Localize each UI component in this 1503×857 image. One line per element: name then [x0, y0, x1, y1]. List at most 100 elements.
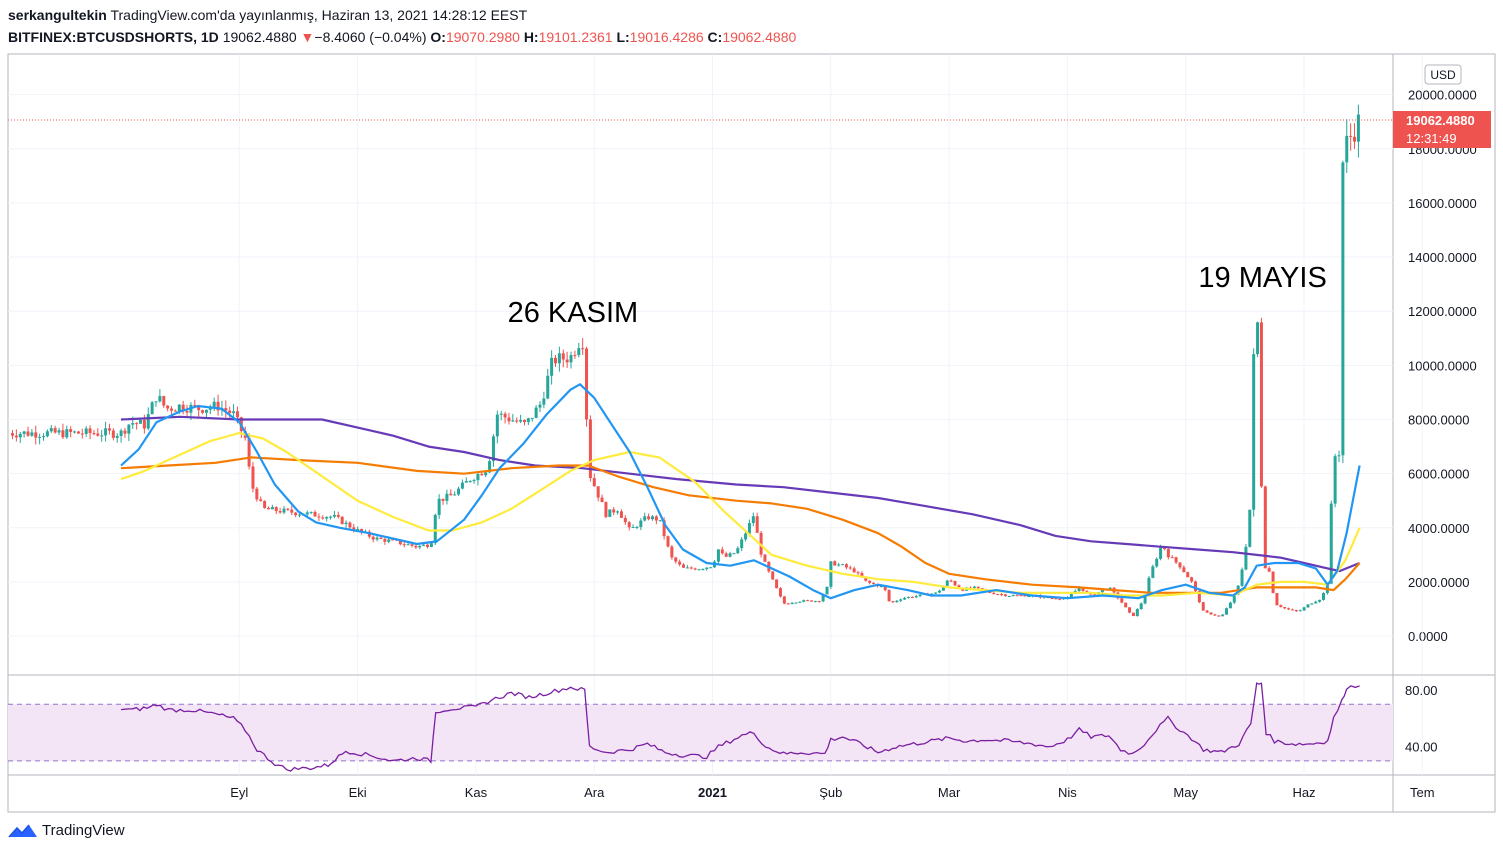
- candle-body: [716, 549, 720, 562]
- candle-body: [616, 511, 620, 513]
- candle-body: [519, 420, 523, 422]
- candle-body: [810, 600, 814, 602]
- candle-body: [119, 430, 123, 436]
- candle-body: [1159, 547, 1163, 559]
- candle-body: [573, 355, 577, 357]
- y-tick-label: 4000.0000: [1408, 521, 1469, 536]
- x-tick-label: Kas: [465, 785, 488, 800]
- candle-body: [972, 586, 976, 588]
- candle-body: [216, 401, 220, 411]
- candle-body: [107, 428, 111, 431]
- candle-body: [883, 586, 887, 591]
- candle-body: [154, 401, 158, 403]
- candle-body: [755, 516, 759, 533]
- candle-body: [503, 413, 507, 418]
- candle-body: [429, 543, 433, 547]
- candle-body: [581, 348, 585, 350]
- candle-body: [1294, 610, 1298, 612]
- candle-body: [941, 585, 945, 591]
- candle-body: [26, 431, 30, 436]
- candle-body: [685, 567, 689, 569]
- candle-body: [22, 431, 26, 434]
- candle-body: [666, 536, 670, 547]
- tradingview-brand[interactable]: TradingView: [8, 822, 125, 839]
- candle-body: [530, 417, 534, 419]
- candle-body: [445, 493, 449, 501]
- candle-body: [173, 410, 177, 412]
- candle-body: [84, 428, 88, 434]
- candle-body: [38, 436, 42, 438]
- candle-body: [720, 549, 724, 554]
- candle-body: [185, 410, 189, 413]
- candle-body: [406, 544, 410, 546]
- candle-body: [111, 430, 115, 438]
- candle-body: [654, 516, 658, 521]
- candle-body: [266, 507, 270, 510]
- candle-body: [945, 580, 949, 586]
- candle-body: [294, 512, 298, 516]
- candle-body: [317, 516, 321, 518]
- candle-body: [887, 590, 891, 602]
- candle-body: [1182, 567, 1186, 573]
- candle-body: [484, 472, 488, 476]
- publish-line: serkangultekin TradingView.com'da yayınl…: [8, 7, 527, 23]
- candle-body: [588, 419, 592, 479]
- candle-body: [1197, 591, 1201, 603]
- candle-body: [635, 527, 639, 529]
- candle-body: [1100, 589, 1104, 593]
- candle-body: [697, 569, 701, 571]
- candle-body: [387, 539, 391, 542]
- candle-body: [515, 420, 519, 422]
- rsi-line: [120, 682, 1360, 772]
- candle-body: [825, 586, 829, 595]
- candle-body: [1302, 607, 1306, 611]
- chart-annotation: 19 MAYIS: [1198, 262, 1326, 294]
- price-tag: [1393, 110, 1491, 148]
- candle-body: [546, 375, 550, 399]
- candle-body: [208, 407, 212, 410]
- symbol-name[interactable]: BITFINEX:BTCUSDSHORTS, 1D: [8, 29, 219, 45]
- candle-body: [166, 405, 170, 409]
- candle-body: [1205, 610, 1209, 613]
- candle-body: [42, 436, 46, 438]
- candle-body: [61, 430, 65, 438]
- candle-body: [709, 567, 713, 569]
- candle-body: [177, 404, 181, 412]
- candle-body: [1287, 608, 1291, 610]
- candle-body: [872, 582, 876, 584]
- candle-body: [1162, 547, 1166, 550]
- candle-body: [899, 599, 903, 601]
- candle-body: [30, 432, 34, 436]
- candle-body: [600, 497, 604, 503]
- candle-body: [270, 507, 274, 510]
- candle-body: [150, 402, 154, 415]
- candle-body: [476, 473, 480, 481]
- candle-body: [961, 588, 965, 591]
- candle-body: [224, 408, 228, 411]
- candle-body: [1228, 602, 1232, 609]
- candle-body: [274, 507, 278, 512]
- candle-body: [402, 544, 406, 546]
- candle-body: [1329, 503, 1333, 584]
- y-tick-label: 2000.0000: [1408, 575, 1469, 590]
- candle-body: [10, 433, 14, 436]
- candle-body: [949, 580, 953, 582]
- author-name[interactable]: serkangultekin: [8, 7, 107, 23]
- candle-body: [841, 564, 845, 566]
- price-tag-value: 19062.4880: [1406, 113, 1475, 128]
- candle-body: [1333, 456, 1337, 504]
- candle-body: [918, 594, 922, 597]
- candle-body: [499, 413, 503, 415]
- candle-body: [181, 404, 185, 411]
- candle-body: [542, 398, 546, 405]
- candle-body: [251, 466, 255, 489]
- candle-body: [228, 410, 232, 414]
- candle-body: [76, 431, 80, 434]
- candle-body: [596, 486, 600, 498]
- x-tick-label: Haz: [1292, 785, 1315, 800]
- candle-body: [1027, 595, 1031, 597]
- candle-body: [356, 529, 360, 531]
- candle-body: [538, 404, 542, 408]
- candle-body: [860, 573, 864, 578]
